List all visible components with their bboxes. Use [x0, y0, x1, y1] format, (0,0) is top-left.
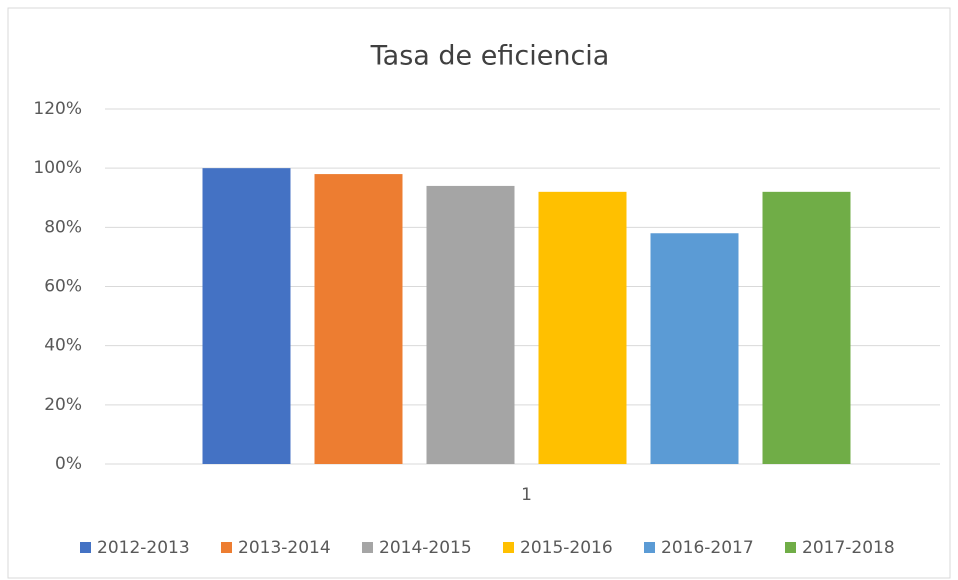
y-tick-label: 60% [44, 277, 82, 297]
y-tick-label: 40% [44, 336, 82, 356]
bar [762, 191, 851, 465]
legend-swatch [362, 542, 373, 553]
bar [426, 185, 515, 464]
y-tick-label: 120% [33, 99, 82, 119]
y-tick-label: 20% [44, 395, 82, 415]
legend-swatch [644, 542, 655, 553]
y-tick-label: 80% [44, 217, 82, 237]
legend-label: 2013-2014 [238, 538, 331, 558]
legend-label: 2012-2013 [97, 538, 190, 558]
bar [650, 233, 739, 464]
legend-label: 2016-2017 [661, 538, 754, 558]
bar [538, 191, 627, 465]
y-tick-label: 100% [33, 158, 82, 178]
chart-title: Tasa de eficiencia [370, 41, 610, 72]
legend-label: 2015-2016 [520, 538, 613, 558]
legend-swatch [221, 542, 232, 553]
legend-swatch [785, 542, 796, 553]
bar [202, 168, 291, 464]
legend-swatch [80, 542, 91, 553]
bar [314, 174, 403, 465]
x-tick-label: 1 [521, 485, 532, 505]
legend-swatch [503, 542, 514, 553]
legend-label: 2017-2018 [802, 538, 895, 558]
legend-label: 2014-2015 [379, 538, 472, 558]
y-tick-label: 0% [55, 454, 82, 474]
